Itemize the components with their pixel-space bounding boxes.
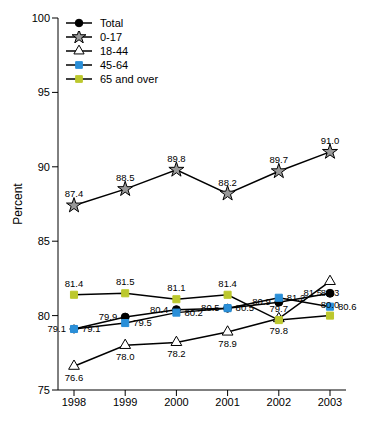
svg-text:2001: 2001	[215, 396, 239, 408]
svg-text:80.5: 80.5	[201, 302, 220, 313]
svg-text:79.7: 79.7	[270, 303, 289, 314]
svg-text:81.5: 81.5	[304, 287, 323, 298]
svg-text:80: 80	[38, 310, 50, 322]
svg-text:79.9: 79.9	[99, 311, 118, 322]
svg-text:81.5: 81.5	[116, 276, 135, 287]
svg-text:Percent: Percent	[11, 183, 25, 225]
svg-text:80.0: 80.0	[321, 299, 340, 310]
svg-text:81.1: 81.1	[167, 282, 186, 293]
svg-text:81.2: 81.2	[287, 292, 306, 303]
svg-text:90: 90	[38, 161, 50, 173]
svg-text:78.2: 78.2	[167, 348, 186, 359]
svg-text:2003: 2003	[318, 396, 342, 408]
svg-text:81.4: 81.4	[218, 278, 237, 289]
svg-text:87.4: 87.4	[65, 188, 84, 199]
svg-text:80.9: 80.9	[252, 296, 271, 307]
svg-text:89.7: 89.7	[270, 154, 289, 165]
svg-text:79.1: 79.1	[82, 323, 101, 334]
svg-text:80.6: 80.6	[338, 301, 357, 312]
svg-text:76.6: 76.6	[65, 372, 84, 383]
html-text:18-44: 18-44	[100, 45, 129, 57]
svg-text:80.4: 80.4	[150, 304, 169, 315]
svg-text:75: 75	[38, 384, 50, 396]
svg-text:78.9: 78.9	[218, 338, 237, 349]
svg-text:79.5: 79.5	[133, 317, 152, 328]
svg-text:88.2: 88.2	[218, 177, 237, 188]
svg-text:95: 95	[38, 86, 50, 98]
html-text:0-17: 0-17	[100, 31, 122, 43]
svg-text:78.0: 78.0	[116, 351, 135, 362]
svg-text:89.8: 89.8	[167, 153, 186, 164]
svg-text:2000: 2000	[164, 396, 188, 408]
svg-text:91.0: 91.0	[321, 135, 340, 146]
svg-text:1999: 1999	[113, 396, 137, 408]
svg-text:81.4: 81.4	[65, 278, 84, 289]
html-text:65 and over: 65 and over	[100, 73, 159, 85]
html-text:45-64: 45-64	[100, 59, 129, 71]
svg-text:88.5: 88.5	[116, 172, 135, 183]
svg-text:79.8: 79.8	[270, 325, 289, 336]
svg-text:80.5: 80.5	[236, 302, 255, 313]
svg-text:1998: 1998	[62, 396, 86, 408]
svg-text:2002: 2002	[267, 396, 291, 408]
html-text:Total: Total	[100, 17, 124, 29]
svg-text:100: 100	[32, 12, 50, 24]
svg-text:79.1: 79.1	[48, 323, 67, 334]
svg-text:85: 85	[38, 235, 50, 247]
svg-text:80.2: 80.2	[184, 307, 203, 318]
svg-text:82.3: 82.3	[321, 287, 340, 298]
